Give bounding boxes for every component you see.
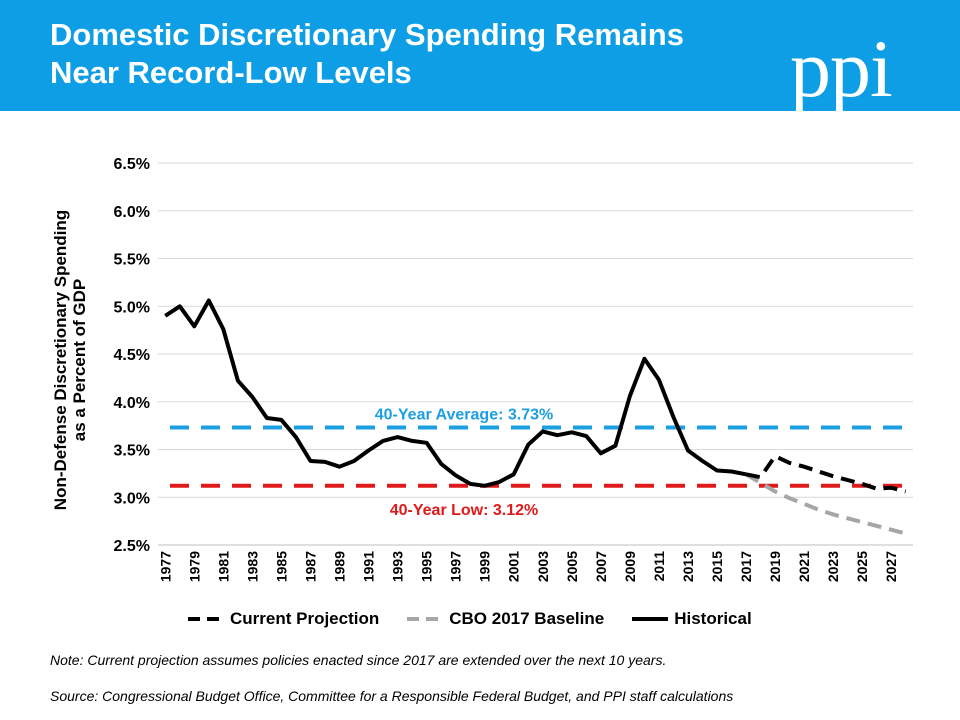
x-tick-label: 2007 <box>593 551 609 582</box>
x-tick-label: 1995 <box>419 551 435 582</box>
y-tick-label: 5.0% <box>114 299 150 316</box>
x-tick-label: 2009 <box>622 551 638 582</box>
y-tick-label: 4.0% <box>114 395 150 412</box>
chart-title: Domestic Discretionary Spending Remains … <box>50 16 684 92</box>
x-tick-label: 2021 <box>796 551 812 582</box>
x-tick-label: 1999 <box>477 551 493 582</box>
footnote: Note: Current projection assumes policie… <box>50 652 667 668</box>
ppi-logo: ppi <box>790 23 893 114</box>
reference-label-40-year-average-3-73: 40-Year Average: 3.73% <box>375 407 553 424</box>
x-tick-label: 2011 <box>651 551 667 582</box>
series-line-historical <box>164 298 747 488</box>
y-tick-label: 6.0% <box>114 204 150 221</box>
x-tick-label: 1977 <box>157 551 173 582</box>
y-tick-label: 6.5% <box>114 156 150 173</box>
legend-label-cbo-baseline: CBO 2017 Baseline <box>449 609 605 628</box>
legend-swatch-cbo-baseline <box>407 617 444 621</box>
x-tick-label: 2005 <box>564 551 580 582</box>
x-tick-label: 1993 <box>390 551 406 582</box>
y-tick-label: 4.5% <box>114 347 150 364</box>
y-tick-label: 3.0% <box>114 490 150 507</box>
series-line-current-projection <box>745 454 907 494</box>
source-note: Source: Congressional Budget Office, Com… <box>50 688 734 704</box>
y-tick-label: 5.5% <box>114 252 150 269</box>
x-tick-label: 2003 <box>535 551 551 582</box>
y-tick-label: 3.5% <box>114 443 150 460</box>
legend-item-current-projection: Current Projection <box>186 609 379 629</box>
legend-swatch-current-projection <box>188 617 224 621</box>
x-tick-label: 1997 <box>448 551 464 582</box>
x-tick-label: 1989 <box>331 551 347 582</box>
legend-item-historical: Historical <box>630 609 752 629</box>
x-tick-label: 1983 <box>244 551 260 582</box>
x-tick-label: 2019 <box>767 551 783 582</box>
title-line-1: Domestic Discretionary Spending Remains <box>50 17 684 52</box>
x-tick-label: 2017 <box>738 551 754 582</box>
header-banner: Domestic Discretionary Spending Remains … <box>0 0 960 111</box>
x-tick-label: 2023 <box>825 551 841 582</box>
title-line-2: Near Record-Low Levels <box>50 55 412 90</box>
x-tick-label: 2015 <box>709 551 725 582</box>
x-tick-label: 1991 <box>361 551 377 582</box>
x-tick-label: 1979 <box>186 551 202 582</box>
chart-legend: Current Projection CBO 2017 Baseline His… <box>186 609 778 629</box>
legend-label-current-projection: Current Projection <box>230 609 380 628</box>
x-tick-label: 2013 <box>680 551 696 582</box>
x-tick-label: 2001 <box>506 551 522 582</box>
series-line-cbo-2017-baseline <box>744 472 907 536</box>
x-tick-label: 2025 <box>854 551 870 582</box>
x-tick-label: 1985 <box>273 551 289 582</box>
x-tick-label: 1987 <box>302 551 318 582</box>
x-tick-label: 2027 <box>883 551 899 582</box>
line-chart: 2.5% 3.0% 3.5% 4.0% 4.5% 5.0% 5.5% 6.0% 6.5% 197… <box>114 156 913 582</box>
legend-label-historical: Historical <box>674 609 752 628</box>
y-tick-label: 2.5% <box>114 538 150 555</box>
reference-label-40-year-low-3-12: 40-Year Low: 3.12% <box>390 502 539 519</box>
legend-swatch-historical <box>632 617 669 621</box>
x-tick-label: 1981 <box>215 551 231 582</box>
legend-item-cbo-baseline: CBO 2017 Baseline <box>405 609 604 629</box>
